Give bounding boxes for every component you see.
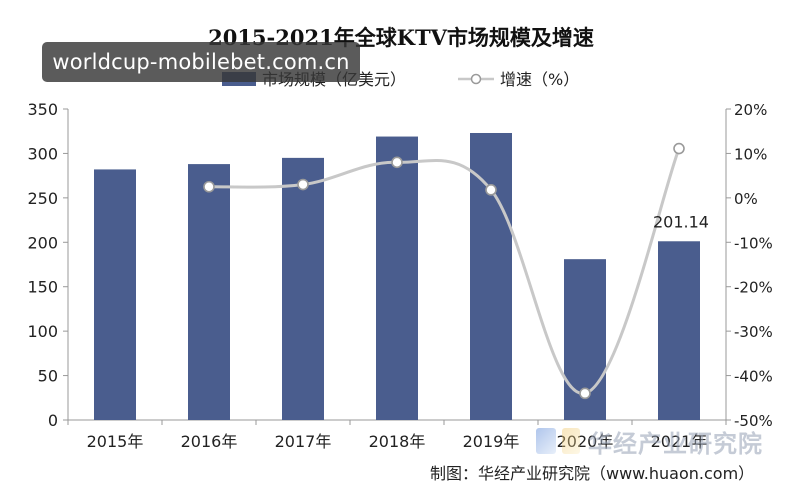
watermark-logo-icon-accent	[562, 428, 580, 454]
growth-point	[673, 142, 685, 155]
x-tick-label: 2018年	[369, 432, 426, 451]
y-left-tick-label: 100	[27, 322, 58, 341]
bar-series	[94, 132, 700, 420]
y-right-tick-label: 20%	[734, 101, 767, 119]
x-tick-label: 2020年	[557, 432, 614, 451]
bar	[470, 132, 512, 420]
y-right-tick-label: 0%	[734, 190, 758, 208]
x-tick-label: 2021年	[651, 432, 708, 451]
y-left-tick-label: 350	[27, 100, 58, 119]
y-left-tick-label: 0	[48, 411, 58, 430]
growth-point	[391, 156, 403, 169]
y-right-tick-label: -30%	[734, 323, 773, 341]
y-right-tick-label: -10%	[734, 234, 773, 252]
y-left-tick-label: 50	[38, 367, 58, 386]
legend-label-line: 增速（%）	[500, 70, 579, 89]
growth-point	[203, 180, 215, 193]
y-right-tick-label: -50%	[734, 412, 773, 430]
watermark-banner: worldcup-mobilebet.com.cn	[42, 42, 360, 82]
bar	[188, 164, 230, 420]
axes: 0 50 100 150 200 250 300 350 -50% -40% -30% -20% -10…	[27, 100, 772, 451]
y-left-tick-label: 150	[27, 278, 58, 297]
y-right-tick-label: -40%	[734, 368, 773, 386]
x-tick-label: 2015年	[87, 432, 144, 451]
bar	[282, 157, 324, 420]
x-tick-label: 2017年	[275, 432, 332, 451]
data-labels: 201.14	[653, 212, 709, 231]
line-series	[203, 142, 685, 400]
y-right-tick-label: -20%	[734, 279, 773, 297]
bar-data-label: 201.14	[653, 212, 709, 231]
x-tick-label: 2016年	[181, 432, 238, 451]
growth-line	[208, 148, 681, 395]
bar	[94, 169, 136, 420]
growth-point	[297, 178, 309, 191]
x-tick-label: 2019年	[463, 432, 520, 451]
source-note: 制图：华经产业研究院（www.huaon.com）	[430, 464, 755, 483]
bar	[376, 136, 418, 420]
bar	[658, 241, 700, 420]
watermark-logo-icon	[536, 428, 556, 454]
watermark-logo-text: 华经产业研究院	[588, 430, 763, 458]
y-left-tick-label: 250	[27, 189, 58, 208]
y-left-tick-label: 200	[27, 233, 58, 252]
y-right-tick-label: 10%	[734, 145, 767, 163]
legend-swatch-marker	[470, 73, 482, 85]
growth-point	[579, 387, 591, 400]
y-left-tick-label: 300	[27, 144, 58, 163]
growth-point	[485, 184, 497, 196]
